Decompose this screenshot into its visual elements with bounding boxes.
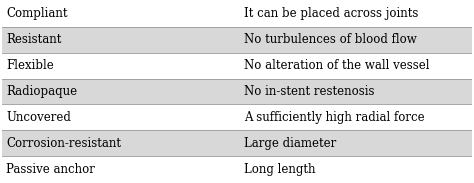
Text: No in-stent restenosis: No in-stent restenosis: [244, 85, 374, 98]
Text: Long length: Long length: [244, 163, 316, 176]
Bar: [2, 130, 472, 156]
Text: Compliant: Compliant: [6, 7, 68, 20]
Text: Passive anchor: Passive anchor: [6, 163, 95, 176]
Text: Resistant: Resistant: [6, 33, 62, 46]
Text: Corrosion-resistant: Corrosion-resistant: [6, 137, 121, 150]
Text: No alteration of the wall vessel: No alteration of the wall vessel: [244, 59, 429, 72]
Text: Radiopaque: Radiopaque: [6, 85, 77, 98]
Text: A sufficiently high radial force: A sufficiently high radial force: [244, 111, 425, 124]
Text: No turbulences of blood flow: No turbulences of blood flow: [244, 33, 417, 46]
Bar: [2, 27, 472, 53]
Text: Large diameter: Large diameter: [244, 137, 336, 150]
Text: Flexible: Flexible: [6, 59, 54, 72]
Text: It can be placed across joints: It can be placed across joints: [244, 7, 419, 20]
Bar: [2, 79, 472, 104]
Text: Uncovered: Uncovered: [6, 111, 71, 124]
